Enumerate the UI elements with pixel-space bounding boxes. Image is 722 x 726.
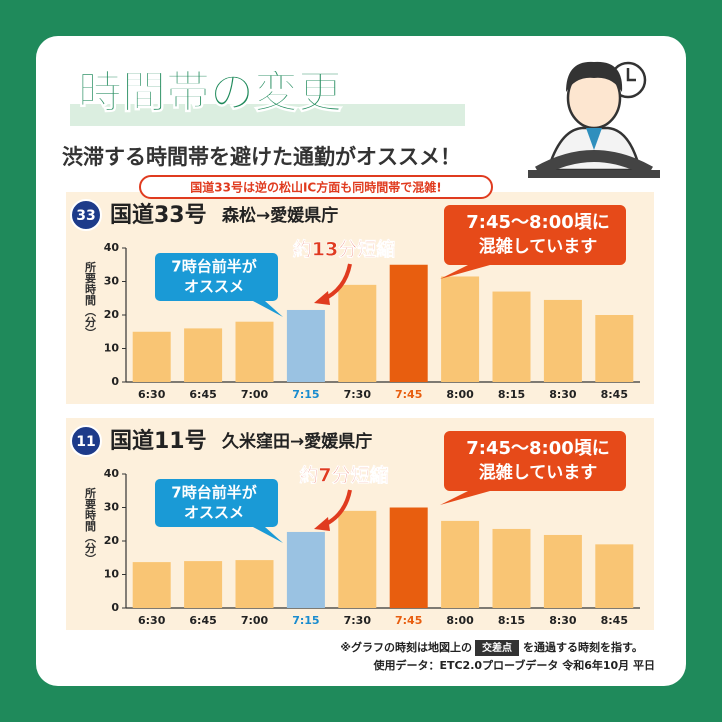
y-tick-label: 10: [104, 568, 120, 581]
bar: [235, 560, 274, 608]
footnote-badge-text: 交差点: [482, 641, 512, 654]
congestion-text: 7:45～8:00頃に: [466, 212, 610, 233]
bar: [338, 510, 377, 608]
bar: [595, 315, 634, 382]
bar: [441, 276, 480, 382]
x-tick-label: 8:45: [601, 614, 628, 627]
congestion-text: 混雑しています: [479, 462, 598, 483]
bar: [389, 507, 428, 608]
x-tick-label: 8:30: [549, 388, 577, 401]
y-tick-label: 20: [104, 534, 120, 547]
recommend-text: 7時台前半が: [171, 484, 257, 502]
recommend-text: オススメ: [184, 278, 244, 296]
y-axis-label: 所要時間（分）: [84, 486, 98, 564]
bar: [595, 544, 634, 608]
recommend-bubble: [155, 479, 283, 543]
bar: [286, 309, 325, 382]
x-tick-label: 6:45: [189, 388, 216, 401]
route-badge: [70, 425, 102, 457]
x-tick-label: 7:30: [344, 388, 372, 401]
bar: [235, 321, 274, 382]
bar: [492, 528, 531, 608]
y-tick-label: 20: [104, 308, 120, 321]
bar: [286, 531, 325, 608]
x-tick-label: 8:00: [446, 614, 474, 627]
title: 時間帯の変更: [78, 67, 343, 118]
x-tick-label: 8:30: [549, 614, 577, 627]
source: 使用データ：ETC2.0プローブデータ 令和6年10月 平日: [372, 658, 655, 672]
warning-text: 国道33号は逆の松山IC方面も同時間帯で混雑!: [190, 180, 441, 195]
route-number: 33: [76, 208, 95, 224]
bar: [441, 520, 480, 608]
reduction-arrowhead: [314, 291, 330, 305]
y-tick-label: 40: [104, 467, 120, 480]
y-axis-label: 所要時間（分）: [84, 260, 98, 338]
route-number: 11: [76, 434, 95, 450]
y-tick-label: 30: [104, 275, 120, 288]
bar: [132, 331, 171, 382]
route-badge: [70, 199, 102, 231]
y-tick-label: 30: [104, 501, 120, 514]
y-tick-label: 40: [104, 241, 120, 254]
x-tick-label: 7:00: [241, 614, 269, 627]
bar: [132, 562, 171, 608]
footnote: を通過する時刻を指す。: [523, 640, 643, 654]
x-tick-label: 6:30: [138, 614, 166, 627]
y-tick-label: 10: [104, 342, 120, 355]
bar: [184, 328, 223, 382]
route-name: 国道11号: [110, 428, 207, 454]
x-tick-label: 7:45: [395, 614, 422, 627]
bar: [338, 284, 377, 382]
bar: [184, 561, 223, 608]
reduction-arrowhead: [314, 517, 330, 531]
reduction-text: 約13分短縮: [293, 238, 395, 261]
y-tick-label: 0: [111, 375, 119, 388]
route-section: 久米窪田→愛媛県庁: [222, 431, 372, 452]
recommend-text: オススメ: [184, 504, 244, 522]
footnote-badge: [475, 640, 519, 656]
driver-illustration: [528, 61, 660, 178]
footnote: ※グラフの時刻は地図上の: [340, 640, 472, 654]
x-tick-label: 8:00: [446, 388, 474, 401]
x-tick-label: 7:15: [292, 388, 319, 401]
recommend-text: 7時台前半が: [171, 258, 257, 276]
bar: [543, 299, 582, 382]
x-tick-label: 7:45: [395, 388, 422, 401]
bar: [389, 264, 428, 382]
congestion-text: 混雑しています: [479, 236, 598, 257]
x-tick-label: 7:15: [292, 614, 319, 627]
x-tick-label: 7:30: [344, 614, 372, 627]
bar: [492, 291, 531, 382]
recommend-bubble: [155, 253, 283, 317]
congestion-text: 7:45～8:00頃に: [466, 438, 610, 459]
x-tick-label: 8:45: [601, 388, 628, 401]
title-underline: [70, 104, 465, 126]
x-tick-label: 8:15: [498, 614, 525, 627]
warning-banner: [139, 175, 493, 199]
x-tick-label: 6:30: [138, 388, 166, 401]
x-tick-label: 7:00: [241, 388, 269, 401]
route-section: 森松→愛媛県庁: [222, 205, 338, 226]
congestion-bubble: [440, 431, 626, 505]
chart: 33 国道33号 森松→愛媛県庁 国道33号は逆の松山IC方面も同時間帯で混雑! 所要時…: [66, 175, 654, 404]
congestion-bubble: [440, 205, 626, 279]
y-tick-label: 0: [111, 601, 119, 614]
subtitle: 渋滞する時間帯を避けた通勤がオススメ！: [62, 145, 461, 169]
x-tick-label: 6:45: [189, 614, 216, 627]
bar: [543, 534, 582, 608]
route-name: 国道33号: [110, 202, 207, 228]
x-tick-label: 8:15: [498, 388, 525, 401]
reduction-text: 約7分短縮: [299, 464, 388, 487]
